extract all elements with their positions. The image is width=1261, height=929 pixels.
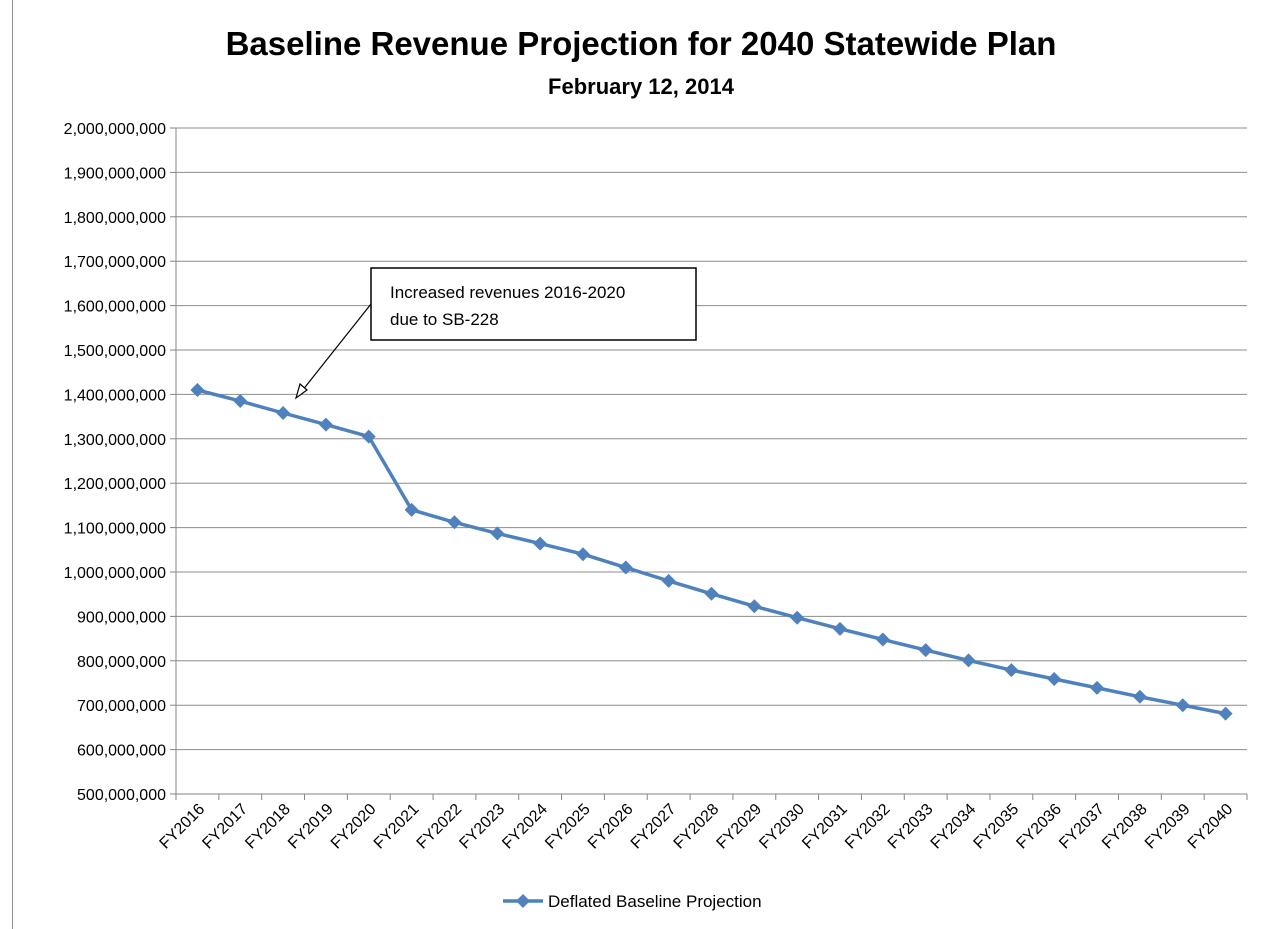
y-tick-label: 1,800,000,000: [64, 210, 166, 227]
x-tick-label: FY2023: [456, 801, 508, 853]
x-tick-label: FY2028: [671, 801, 723, 853]
y-tick-label: 1,700,000,000: [64, 254, 166, 271]
data-point-marker: [747, 599, 762, 614]
legend: Deflated Baseline Projection: [503, 892, 762, 911]
x-tick-label: FY2036: [1013, 801, 1065, 853]
x-tick-label: FY2029: [714, 801, 766, 853]
data-point-marker: [875, 632, 890, 647]
annotation-arrow-line: [297, 303, 372, 397]
x-tick-label: FY2022: [414, 801, 466, 853]
y-tick-label: 2,000,000,000: [64, 121, 166, 138]
y-tick-label: 1,500,000,000: [64, 343, 166, 360]
series-layer: [190, 382, 1233, 721]
y-tick-label: 1,100,000,000: [64, 521, 166, 538]
data-point-marker: [233, 394, 248, 409]
data-point-marker: [404, 502, 419, 517]
data-point-marker: [361, 429, 376, 444]
x-tick-label: FY2024: [499, 801, 551, 853]
data-point-marker: [1175, 698, 1190, 713]
annotation-line-1: Increased revenues 2016-2020: [390, 283, 625, 302]
y-tick-label: 500,000,000: [77, 787, 166, 804]
data-point-marker: [704, 586, 719, 601]
x-tick-label: FY2021: [371, 801, 423, 853]
y-tick-label: 900,000,000: [77, 609, 166, 626]
x-tick-label: FY2025: [542, 801, 594, 853]
legend-entry-label: Deflated Baseline Projection: [548, 892, 762, 911]
y-tick-label: 1,900,000,000: [64, 165, 166, 182]
x-tick-label: FY2035: [971, 801, 1023, 853]
x-tick-label: FY2016: [157, 801, 209, 853]
data-point-marker: [490, 526, 505, 541]
x-tick-label: FY2027: [628, 801, 680, 853]
data-point-marker: [618, 560, 633, 575]
data-point-marker: [961, 653, 976, 668]
x-tick-label: FY2040: [1185, 801, 1237, 853]
data-point-marker: [447, 515, 462, 530]
x-tick-label: FY2039: [1142, 801, 1194, 853]
data-point-marker: [1004, 663, 1019, 678]
data-point-marker: [1090, 680, 1105, 695]
y-tick-label: 1,600,000,000: [64, 299, 166, 316]
x-tick-label: FY2018: [242, 801, 294, 853]
y-tick-label: 800,000,000: [77, 654, 166, 671]
data-point-marker: [1047, 672, 1062, 687]
annotation: Increased revenues 2016-2020 due to SB-2…: [294, 267, 697, 400]
chart-subtitle: February 12, 2014: [548, 74, 735, 99]
x-tick-label: FY2026: [585, 801, 637, 853]
data-point-marker: [790, 610, 805, 625]
x-tick-label: FY2037: [1056, 801, 1108, 853]
y-tick-label: 600,000,000: [77, 743, 166, 760]
y-tick-label: 700,000,000: [77, 698, 166, 715]
data-point-marker: [276, 406, 291, 421]
x-tick-label: FY2034: [928, 801, 980, 853]
annotation-line-2: due to SB-228: [390, 310, 499, 329]
x-tick-label: FY2038: [1099, 801, 1151, 853]
y-axis: 500,000,000 600,000,000 700,000,000 800,000…: [64, 121, 177, 804]
y-tick-label: 1,300,000,000: [64, 432, 166, 449]
x-tick-label: FY2020: [328, 801, 380, 853]
data-point-marker: [190, 382, 205, 397]
chart-title: Baseline Revenue Projection for 2040 Sta…: [226, 25, 1057, 62]
x-axis: FY2016FY2017FY2018FY2019FY2020FY2021FY20…: [157, 794, 1248, 853]
data-point-marker: [833, 621, 848, 636]
x-tick-label: FY2033: [885, 801, 937, 853]
legend-diamond-marker: [516, 894, 530, 908]
x-tick-label: FY2017: [199, 801, 251, 853]
x-tick-label: FY2032: [842, 801, 894, 853]
data-point-marker: [1132, 689, 1147, 704]
frame-left-border: [12, 0, 13, 929]
y-tick-label: 1,200,000,000: [64, 476, 166, 493]
data-point-marker: [318, 417, 333, 432]
y-tick-label: 1,400,000,000: [64, 387, 166, 404]
data-point-marker: [533, 536, 548, 551]
x-tick-label: FY2030: [756, 801, 808, 853]
annotation-box: [370, 267, 697, 341]
data-point-marker: [918, 643, 933, 658]
data-point-marker: [661, 573, 676, 588]
data-point-marker: [1218, 706, 1233, 721]
y-tick-label: 1,000,000,000: [64, 565, 166, 582]
annotation-arrow-head: [294, 382, 308, 400]
data-point-marker: [575, 547, 590, 562]
x-tick-label: FY2031: [799, 801, 851, 853]
x-tick-label: FY2019: [285, 801, 337, 853]
gridlines: [176, 127, 1247, 795]
